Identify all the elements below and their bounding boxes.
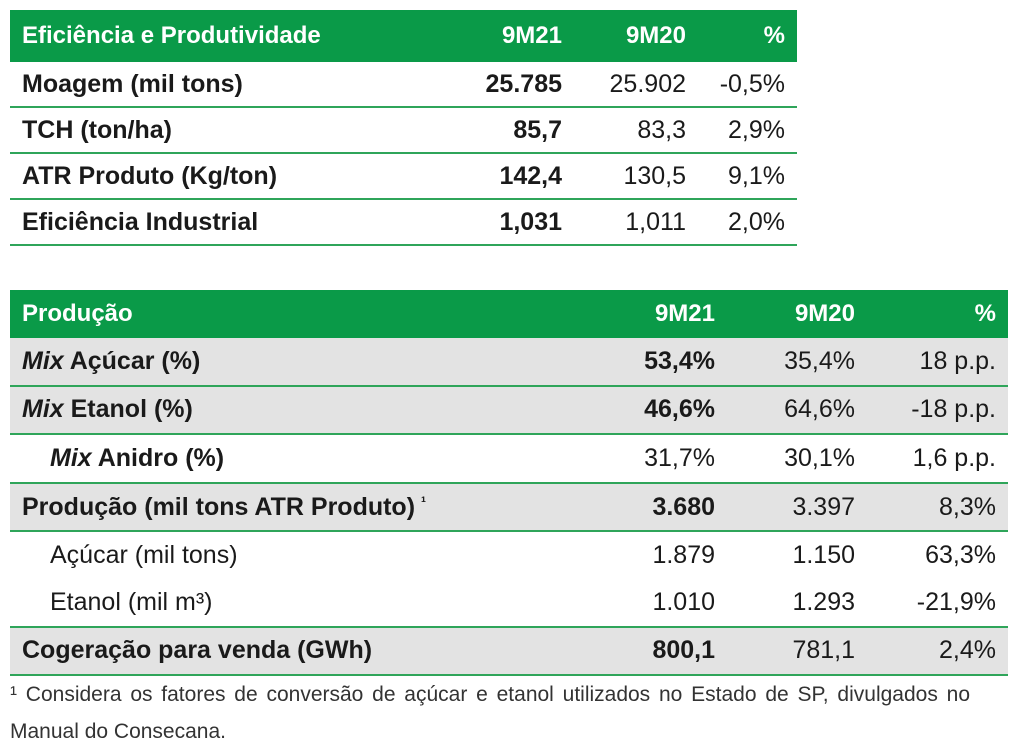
value-9m21: 25.785 <box>460 62 574 108</box>
header-9m21: 9M21 <box>460 10 574 62</box>
value-percent: 2,9% <box>698 107 797 154</box>
value-9m20: 130,5 <box>574 153 698 200</box>
value-9m20: 1.150 <box>792 541 855 570</box>
row-label: Mix Anidro (%) <box>10 434 590 484</box>
value-percent: 1,6 p.p. <box>867 434 1008 484</box>
value-9m21: 1,031 <box>460 199 574 246</box>
value-percent: 8,3% <box>867 482 1008 533</box>
table-row: Etanol (mil m³) 1.010 1.293 -21,9% <box>10 578 1008 628</box>
header-percent: % <box>698 10 797 62</box>
value-9m21: 142,4 <box>460 153 574 200</box>
row-label: Açúcar (mil tons) <box>50 541 238 570</box>
value-9m20: 35,4% <box>727 338 867 387</box>
value-9m21: 800,1 <box>590 626 727 677</box>
value-9m20: 64,6% <box>727 385 867 436</box>
value-9m21: 1.879 <box>652 541 715 570</box>
row-label: TCH (ton/ha) <box>10 107 460 154</box>
value-percent: 63,3% <box>925 541 996 570</box>
value-9m20: 83,3 <box>574 107 698 154</box>
footnote-marker: ¹ <box>421 493 427 511</box>
header-9m21: 9M21 <box>590 290 727 338</box>
efficiency-table-header: Eficiência e Produtividade 9M21 9M20 % <box>10 10 797 62</box>
row-label: Mix Açúcar (%) <box>10 338 590 387</box>
value-9m21: 85,7 <box>460 107 574 154</box>
row-label: Etanol (mil m³) <box>10 578 590 628</box>
row-label: Mix Etanol (%) <box>10 385 590 436</box>
table-row: Açúcar (mil tons) 1.879 1.150 63,3% <box>10 531 1008 579</box>
value-percent: -0,5% <box>698 62 797 108</box>
row-label-text: Açúcar (%) <box>63 346 201 375</box>
table-row: Mix Anidro (%) 31,7% 30,1% 1,6 p.p. <box>10 434 1008 484</box>
table-row: Cogeração para venda (GWh) 800,1 781,1 2… <box>10 626 1008 677</box>
table-row: Eficiência Industrial 1,031 1,011 2,0% <box>10 199 797 246</box>
row-label: Moagem (mil tons) <box>10 62 460 108</box>
value-9m20: 1.293 <box>727 578 867 628</box>
production-table: Produção 9M21 9M20 % Mix Açúcar (%) 53,4… <box>10 290 1008 677</box>
value-9m20: 3.397 <box>727 482 867 533</box>
value-9m20: 25.902 <box>574 62 698 108</box>
header-title: Produção <box>10 290 590 338</box>
row-label-italic: Mix <box>22 346 64 375</box>
table-row: Mix Etanol (%) 46,6% 64,6% -18 p.p. <box>10 385 1008 436</box>
efficiency-table: Eficiência e Produtividade 9M21 9M20 % M… <box>10 10 797 246</box>
table-row: TCH (ton/ha) 85,7 83,3 2,9% <box>10 107 797 154</box>
production-table-header: Produção 9M21 9M20 % <box>10 290 1008 338</box>
row-label-text: Anidro (%) <box>91 443 225 472</box>
value-percent: 2,0% <box>698 199 797 246</box>
value-9m21: 31,7% <box>590 434 727 484</box>
table-row: Mix Açúcar (%) 53,4% 35,4% 18 p.p. <box>10 338 1008 387</box>
value-percent: 18 p.p. <box>867 338 1008 387</box>
value-percent: 9,1% <box>698 153 797 200</box>
value-9m21: 1.010 <box>590 578 727 628</box>
value-9m20: 30,1% <box>727 434 867 484</box>
value-9m21: 46,6% <box>590 385 727 436</box>
row-label-text: Etanol (%) <box>63 395 193 424</box>
footnote: ¹ Considera os fatores de conversão de a… <box>10 683 970 743</box>
value-9m20: 781,1 <box>727 626 867 677</box>
header-percent: % <box>867 290 1008 338</box>
row-label-italic: Mix <box>22 395 64 424</box>
row-label: Cogeração para venda (GWh) <box>10 626 590 677</box>
value-9m21: 3.680 <box>590 482 727 533</box>
value-percent: -18 p.p. <box>867 385 1008 436</box>
table-row: Moagem (mil tons) 25.785 25.902 -0,5% <box>10 62 797 108</box>
value-9m20: 1,011 <box>574 199 698 246</box>
value-percent: 2,4% <box>867 626 1008 677</box>
table-row: ATR Produto (Kg/ton) 142,4 130,5 9,1% <box>10 153 797 200</box>
value-percent: -21,9% <box>867 578 1008 628</box>
table-row: Produção (mil tons ATR Produto) ¹ 3.680 3… <box>10 482 1008 533</box>
header-title: Eficiência e Produtividade <box>10 10 460 62</box>
header-9m20: 9M20 <box>574 10 698 62</box>
value-9m21: 53,4% <box>590 338 727 387</box>
row-label-italic: Mix <box>50 443 92 472</box>
row-label: Eficiência Industrial <box>10 199 460 246</box>
header-9m20: 9M20 <box>727 290 867 338</box>
row-label: ATR Produto (Kg/ton) <box>10 153 460 200</box>
row-label: Produção (mil tons ATR Produto) ¹ <box>10 482 590 533</box>
row-label-text: Produção (mil tons ATR Produto) <box>22 492 416 521</box>
